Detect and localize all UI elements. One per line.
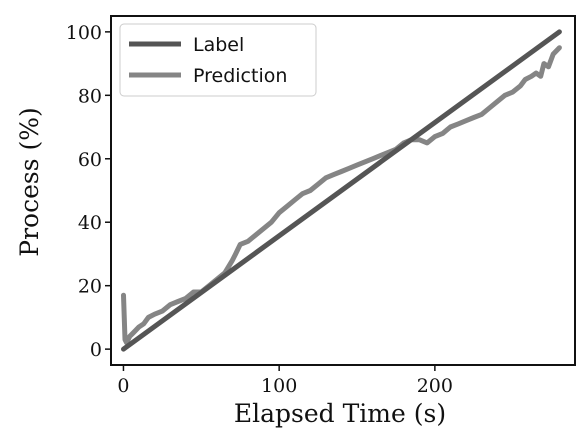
- y-tick-label: 20: [78, 276, 102, 298]
- y-tick-label: 60: [78, 149, 102, 171]
- y-tick-label: 80: [78, 85, 102, 107]
- x-tick-label: 0: [117, 375, 129, 397]
- legend: Label Prediction: [119, 23, 317, 97]
- plot-layer: [121, 29, 562, 352]
- series-line-label: [121, 29, 562, 352]
- legend-label-label: Label: [193, 34, 244, 56]
- series-line-prediction: [121, 45, 562, 346]
- plot-frame: [110, 15, 576, 366]
- y-axis-title: Process (%): [15, 107, 44, 257]
- legend-label-prediction: Prediction: [193, 65, 287, 87]
- x-tick-label: 100: [261, 375, 297, 397]
- y-tick-label: 40: [78, 212, 102, 234]
- x-tick-label: 200: [417, 375, 453, 397]
- x-axis-title: Elapsed Time (s): [234, 399, 446, 428]
- y-tick-label: 100: [66, 22, 102, 44]
- y-tick-label: 0: [90, 339, 102, 361]
- ticks-layer: 0 100 200 0 20 40 60 80 100: [66, 22, 453, 397]
